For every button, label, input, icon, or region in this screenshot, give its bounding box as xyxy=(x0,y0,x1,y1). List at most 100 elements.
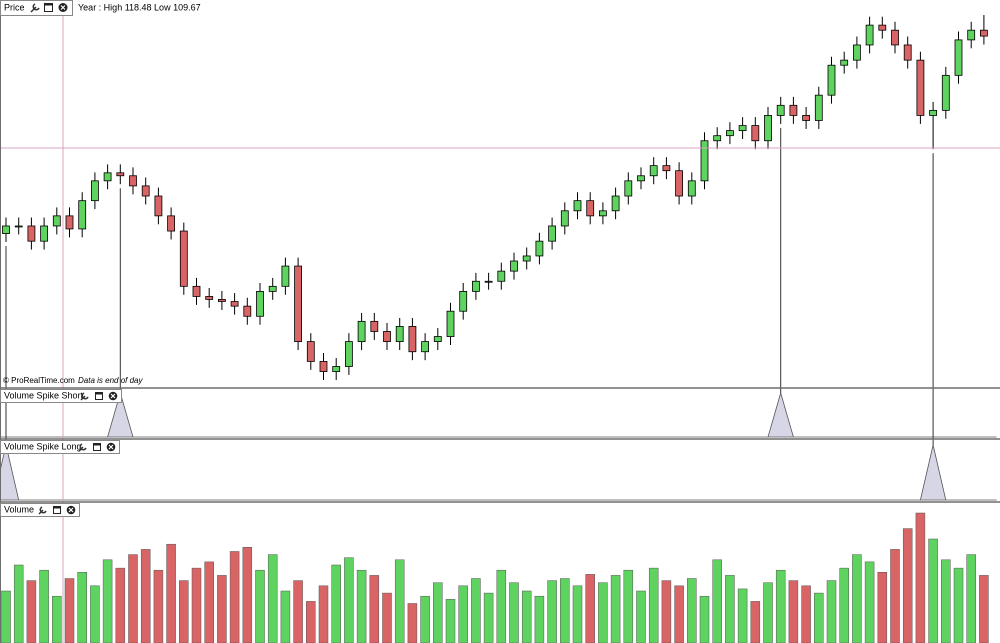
volume-bar xyxy=(267,554,278,643)
candle-body xyxy=(510,260,518,272)
window-icon[interactable] xyxy=(95,392,103,400)
volume-bar xyxy=(826,580,837,643)
window-icon[interactable] xyxy=(44,3,53,12)
close-icon[interactable] xyxy=(66,505,76,515)
candle-body xyxy=(700,140,709,182)
price-info: Year : High 118.48 Low 109.67 xyxy=(78,2,201,12)
volume-bar xyxy=(775,569,786,643)
volume-bar xyxy=(864,561,875,643)
candle-body xyxy=(256,290,264,317)
volume-bar xyxy=(877,572,888,643)
candle-body xyxy=(929,109,937,116)
candle-body xyxy=(802,115,810,121)
candle-body xyxy=(433,336,442,343)
candle-body xyxy=(599,210,607,217)
settings-icon[interactable] xyxy=(78,443,87,452)
candle-body xyxy=(383,331,391,343)
candle-body xyxy=(421,341,430,353)
volume-bar xyxy=(140,549,151,643)
candle-body xyxy=(662,165,671,172)
volume-bar xyxy=(356,569,367,643)
candle-body xyxy=(205,296,214,300)
spike-area xyxy=(0,444,997,501)
volume-bar xyxy=(26,580,37,643)
volume-bar xyxy=(636,590,646,643)
volume-bar xyxy=(521,590,532,643)
candle-body xyxy=(865,24,874,46)
candle-body xyxy=(738,125,747,132)
volume-bar xyxy=(1,590,11,643)
volume-bar xyxy=(179,580,189,643)
volume-bar xyxy=(509,582,519,643)
candle-body xyxy=(52,215,61,227)
candle-body xyxy=(751,125,760,142)
volume-bar xyxy=(788,580,799,643)
candle-body xyxy=(217,299,226,302)
volume-bar xyxy=(598,582,608,643)
candle-body xyxy=(560,210,569,227)
candle-body xyxy=(103,172,112,182)
settings-icon[interactable] xyxy=(38,506,47,515)
settings-icon[interactable] xyxy=(80,392,89,401)
volume-bar xyxy=(306,601,316,643)
volume-bar xyxy=(255,569,265,643)
volume-bar xyxy=(407,603,418,643)
candle-body xyxy=(497,270,506,282)
candle-body xyxy=(827,64,836,96)
candle-body xyxy=(916,59,925,116)
volume-bar xyxy=(560,578,570,643)
footer-note: Data is end of day xyxy=(78,376,143,385)
candle-body xyxy=(40,225,48,242)
volume-bar xyxy=(64,578,75,643)
candle-body xyxy=(357,320,366,343)
panel-title: Price xyxy=(4,2,25,12)
candle-body xyxy=(903,44,912,61)
candle-body xyxy=(179,230,188,287)
footer-brand: © ProRealTime.com xyxy=(3,376,75,385)
window-icon[interactable] xyxy=(53,506,61,514)
volume-bar xyxy=(852,554,862,643)
volume-bar xyxy=(902,528,913,643)
close-icon[interactable] xyxy=(108,391,118,401)
header-box xyxy=(0,440,120,454)
volume-bar xyxy=(394,559,405,643)
candle-body xyxy=(726,130,734,137)
candle-body xyxy=(573,200,582,212)
close-icon[interactable] xyxy=(106,442,116,452)
candle-body xyxy=(624,180,633,197)
volume-bar xyxy=(458,585,468,643)
volume-bar xyxy=(496,569,507,643)
close-icon[interactable] xyxy=(58,3,68,12)
candle-body xyxy=(941,74,950,111)
candle-body xyxy=(891,29,899,46)
candle-body xyxy=(344,341,353,367)
volume-bar xyxy=(801,585,811,643)
volume-bar xyxy=(39,569,49,643)
candle-body xyxy=(471,280,480,292)
candle-body xyxy=(2,225,10,234)
settings-icon[interactable] xyxy=(30,3,40,13)
volume-bar xyxy=(420,595,430,643)
volume-bar xyxy=(445,599,456,643)
volume-bar xyxy=(242,547,253,643)
candle-body xyxy=(980,29,988,37)
volume-bar xyxy=(585,574,595,643)
volume-bar xyxy=(128,554,138,643)
volume-bar xyxy=(204,561,214,643)
volume-bar xyxy=(217,575,227,643)
volume-bar xyxy=(483,592,494,643)
spike-area xyxy=(0,391,997,438)
volume-bar xyxy=(293,580,303,643)
volume-bar xyxy=(915,512,926,643)
volume-bar xyxy=(153,569,164,643)
window-icon[interactable] xyxy=(93,443,101,451)
volume-bar xyxy=(280,590,291,643)
volume-bar xyxy=(471,578,481,643)
candle-body xyxy=(687,180,696,197)
candle-body xyxy=(192,285,201,297)
volume-bar xyxy=(648,567,659,643)
candle-body xyxy=(91,180,99,202)
candle-body xyxy=(27,225,36,242)
